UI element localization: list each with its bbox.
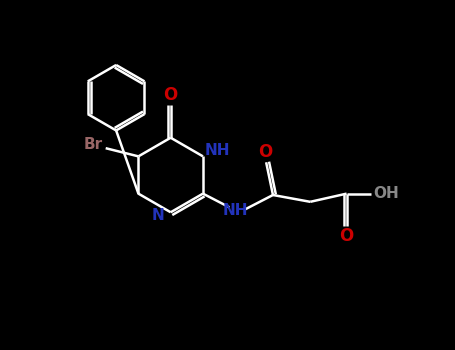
Text: NH: NH bbox=[223, 203, 248, 218]
Text: OH: OH bbox=[373, 186, 399, 201]
Text: O: O bbox=[339, 228, 354, 245]
Text: Br: Br bbox=[83, 136, 102, 152]
Text: NH: NH bbox=[205, 144, 230, 159]
Text: N: N bbox=[152, 208, 164, 223]
Text: O: O bbox=[163, 86, 178, 104]
Text: O: O bbox=[258, 143, 273, 161]
